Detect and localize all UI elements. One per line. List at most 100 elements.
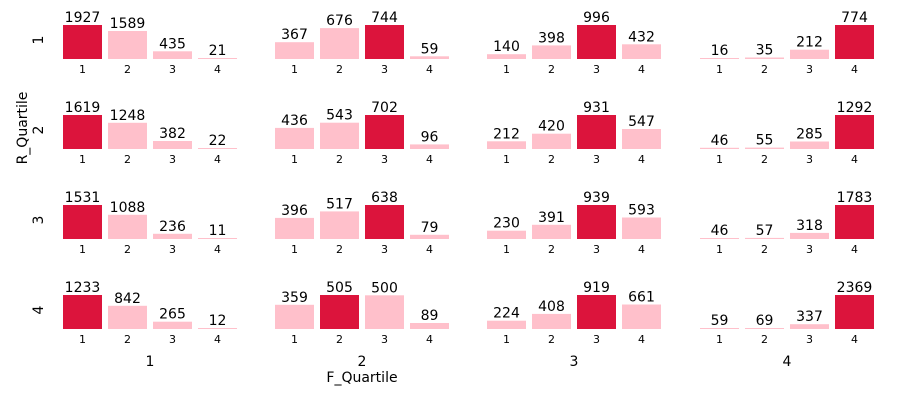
x-tick-label: 3 <box>593 243 600 256</box>
x-tick-label: 2 <box>336 63 343 76</box>
panel-r2-f4: 46 1 55 2 285 3 1292 4 <box>700 100 874 166</box>
x-tick-label: 1 <box>716 333 723 346</box>
bar <box>153 233 192 239</box>
x-tick-label: 2 <box>548 243 555 256</box>
x-tick-label: 2 <box>124 63 131 76</box>
bar <box>532 133 571 149</box>
column-label: 4 <box>783 354 792 370</box>
x-tick-label: 4 <box>851 333 858 346</box>
panel-r1-f3: 140 1 398 2 996 3 432 4 <box>487 10 661 76</box>
bar <box>700 328 739 329</box>
data-label: 367 <box>281 27 308 43</box>
bar <box>320 211 359 239</box>
x-tick-label: 2 <box>761 153 768 166</box>
data-label: 774 <box>841 10 868 26</box>
data-label: 1248 <box>110 108 146 124</box>
x-tick-label: 4 <box>851 243 858 256</box>
bar <box>700 238 739 239</box>
bar <box>790 141 829 149</box>
x-tick-label: 3 <box>169 153 176 166</box>
x-tick-label: 4 <box>638 333 645 346</box>
bar <box>532 313 571 329</box>
panel-r1-f2: 367 1 676 2 744 3 59 4 <box>275 10 449 76</box>
panel-r2-f3: 212 1 420 2 931 3 547 4 <box>487 100 661 166</box>
data-label: 1783 <box>837 190 873 206</box>
bar <box>275 217 314 239</box>
panel-r1-f1: 1927 1 1589 2 435 3 21 4 <box>63 10 237 76</box>
bar <box>198 148 237 149</box>
panel-r4-f4: 59 1 69 2 337 3 2369 4 <box>700 280 874 346</box>
data-label: 661 <box>628 290 655 306</box>
data-label: 230 <box>493 216 520 232</box>
x-tick-label: 1 <box>503 333 510 346</box>
data-label: 398 <box>538 30 565 46</box>
bar <box>108 31 147 59</box>
data-label: 55 <box>756 133 774 149</box>
data-label: 408 <box>538 299 565 315</box>
data-label: 265 <box>159 307 186 323</box>
data-label: 593 <box>628 203 655 219</box>
data-label: 1531 <box>65 190 101 206</box>
x-tick-label: 2 <box>336 333 343 346</box>
data-label: 46 <box>711 133 729 149</box>
data-label: 21 <box>209 43 227 59</box>
data-label: 1927 <box>65 10 101 26</box>
panel-r2-f1: 1619 1 1248 2 382 3 22 4 <box>63 100 237 166</box>
column-labels: 1 2 3 4 <box>146 354 792 370</box>
bar <box>577 25 616 59</box>
x-tick-label: 2 <box>124 153 131 166</box>
x-tick-label: 1 <box>503 63 510 76</box>
data-label: 285 <box>796 127 823 143</box>
bar <box>275 304 314 329</box>
data-label: 69 <box>756 313 774 329</box>
chart-panels: 1927115892435321436716762744359414013982… <box>63 10 874 346</box>
data-label: 1589 <box>110 16 146 32</box>
x-tick-label: 2 <box>548 333 555 346</box>
data-label: 2369 <box>837 280 873 296</box>
x-tick-label: 3 <box>169 333 176 346</box>
bar <box>108 122 147 149</box>
bar <box>835 205 874 239</box>
data-label: 939 <box>583 190 610 206</box>
data-label: 337 <box>796 309 823 325</box>
row-labels: 1 2 3 4 <box>31 36 47 315</box>
data-label: 505 <box>326 280 353 296</box>
bar <box>577 295 616 329</box>
x-tick-label: 1 <box>291 63 298 76</box>
x-tick-label: 4 <box>426 243 433 256</box>
x-tick-label: 4 <box>638 243 645 256</box>
x-tick-label: 1 <box>716 243 723 256</box>
data-label: 212 <box>796 35 823 51</box>
bar <box>790 324 829 329</box>
bar <box>700 58 739 59</box>
data-label: 676 <box>326 13 353 29</box>
data-label: 359 <box>281 290 308 306</box>
bar <box>153 321 192 329</box>
x-tick-label: 3 <box>381 243 388 256</box>
column-label: 2 <box>358 354 367 370</box>
bar <box>153 51 192 59</box>
data-label: 382 <box>159 126 186 142</box>
bar <box>365 25 404 59</box>
bar <box>700 147 739 149</box>
bar <box>320 295 359 329</box>
x-tick-label: 3 <box>593 333 600 346</box>
x-tick-label: 2 <box>548 63 555 76</box>
data-label: 79 <box>421 220 439 236</box>
data-label: 702 <box>371 100 398 116</box>
panel-r4-f1: 1233 1 842 2 265 3 12 4 <box>63 280 237 346</box>
x-tick-label: 1 <box>79 333 86 346</box>
bar <box>622 217 661 239</box>
data-label: 842 <box>114 291 141 307</box>
data-label: 396 <box>281 203 308 219</box>
x-tick-label: 4 <box>851 63 858 76</box>
data-label: 744 <box>371 10 398 26</box>
x-tick-label: 2 <box>548 153 555 166</box>
x-tick-label: 4 <box>426 153 433 166</box>
bar <box>410 144 449 149</box>
data-label: 57 <box>756 223 774 239</box>
bar <box>835 115 874 149</box>
data-label: 212 <box>493 126 520 142</box>
data-label: 318 <box>796 218 823 234</box>
x-tick-label: 2 <box>336 153 343 166</box>
